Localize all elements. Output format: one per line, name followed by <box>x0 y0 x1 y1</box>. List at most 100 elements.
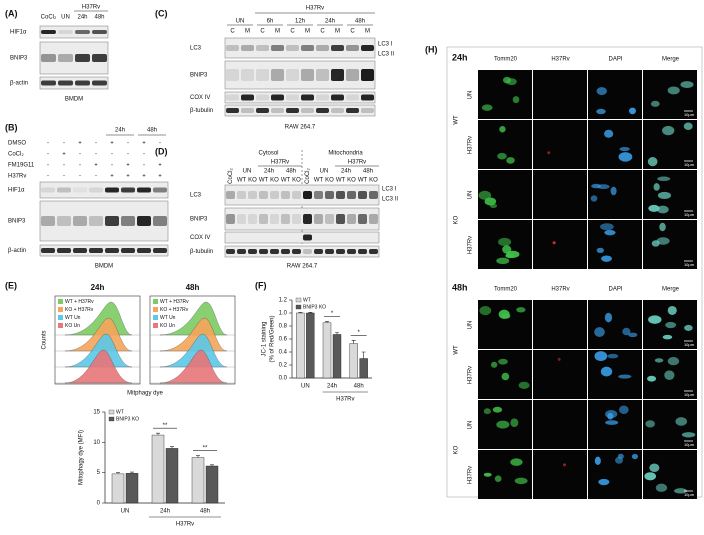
blot-band <box>286 94 299 101</box>
blot-band <box>256 94 269 101</box>
channel-label: Tomm20 <box>494 57 518 63</box>
cell <box>498 237 512 247</box>
blot-band <box>58 30 73 34</box>
blot-strip <box>224 245 380 258</box>
cell <box>494 475 502 483</box>
blot-band <box>105 216 119 226</box>
legend-label: KO Un <box>65 323 80 329</box>
cell <box>662 125 675 136</box>
blot-band <box>121 216 135 226</box>
blot-band <box>331 45 344 51</box>
cell <box>674 488 688 494</box>
cell <box>659 222 666 232</box>
sign: - <box>111 163 113 169</box>
cell-label: BMDM <box>65 97 83 103</box>
cell-label: BMDM <box>95 264 113 270</box>
bar <box>165 448 179 504</box>
error-bar <box>210 464 214 466</box>
panel-label: (C) <box>155 8 168 18</box>
cell <box>547 151 551 155</box>
blot-band <box>271 108 284 113</box>
error-bar <box>170 446 174 449</box>
cell <box>681 432 696 438</box>
genotype-label: KO <box>369 178 378 184</box>
micrograph <box>533 300 587 349</box>
cell <box>552 241 556 245</box>
legend-label: WT + H37Rv <box>160 299 189 305</box>
blot-band <box>336 191 345 199</box>
significance: * <box>357 330 360 336</box>
bar <box>296 312 305 379</box>
treatment-label: CoCl₂ <box>8 152 24 158</box>
channel-label: H37Rv <box>551 287 569 293</box>
error-bar <box>130 471 134 474</box>
blot-band <box>137 216 151 226</box>
blot-band <box>58 54 73 62</box>
blot-strip <box>224 207 380 231</box>
sign: - <box>143 163 145 169</box>
blot-band <box>286 45 299 51</box>
fraction-label: M <box>365 29 370 35</box>
row-label: BNIP3 <box>190 73 208 79</box>
cell <box>505 253 515 259</box>
blot-band <box>325 249 334 254</box>
blot-band <box>292 249 301 254</box>
bar <box>151 434 165 504</box>
sign: - <box>47 152 49 158</box>
channel-label: H37Rv <box>551 57 569 63</box>
cell <box>662 334 673 340</box>
cell <box>605 420 619 425</box>
blot-band <box>369 191 378 199</box>
blot-band <box>336 249 345 254</box>
sign: - <box>159 141 161 147</box>
row-label: β-actin <box>8 248 26 254</box>
legend-swatch <box>58 315 63 320</box>
bar <box>359 358 368 379</box>
blot-band <box>41 187 55 193</box>
legend-label: BNIP3 KO <box>116 416 139 422</box>
lane-label: CoCl₂ <box>41 15 57 21</box>
blot-band <box>281 214 290 224</box>
micrograph <box>533 350 587 399</box>
y-tick-label: 10 <box>93 440 100 446</box>
cell <box>648 204 660 212</box>
blot-band <box>346 108 359 113</box>
group-label: H37Rv <box>336 397 354 403</box>
genotype-label: KO <box>270 178 279 184</box>
significance: ** <box>163 423 168 429</box>
blot-band <box>325 214 334 224</box>
time-label: 12h <box>295 19 305 25</box>
scale-label: 10µm <box>684 112 695 117</box>
cell <box>655 483 668 492</box>
sign: + <box>126 174 130 180</box>
scale-label: 10µm <box>684 342 695 347</box>
sign: + <box>158 163 162 169</box>
blot-band <box>301 45 314 51</box>
row-label: HIF1α <box>8 188 25 194</box>
genotype-label: KO <box>292 178 301 184</box>
sign: - <box>47 163 49 169</box>
blot-strip <box>224 231 380 244</box>
blot-strip <box>39 25 109 39</box>
y-axis-title: Mitophagy dye (MFI) <box>79 430 85 485</box>
cell <box>648 315 662 324</box>
row-label: β-tubulin <box>190 249 213 255</box>
error-bar <box>156 432 160 436</box>
treatment-label: DMSO <box>8 141 26 147</box>
cell <box>628 332 638 338</box>
cell <box>512 96 520 104</box>
channel-label: Merge <box>662 287 680 293</box>
sign: + <box>142 141 146 147</box>
blot-strip <box>224 37 376 59</box>
row-label: COX IV <box>190 95 210 101</box>
sign: - <box>95 141 97 147</box>
micrograph <box>533 220 587 269</box>
time-label: 48h <box>286 169 296 175</box>
micrograph <box>533 120 587 169</box>
cell <box>518 381 530 389</box>
blot-band <box>75 54 90 62</box>
cell <box>596 108 606 115</box>
legend-label: WT Un <box>65 315 81 321</box>
y-axis-title: JC-1 staining <box>262 321 268 356</box>
